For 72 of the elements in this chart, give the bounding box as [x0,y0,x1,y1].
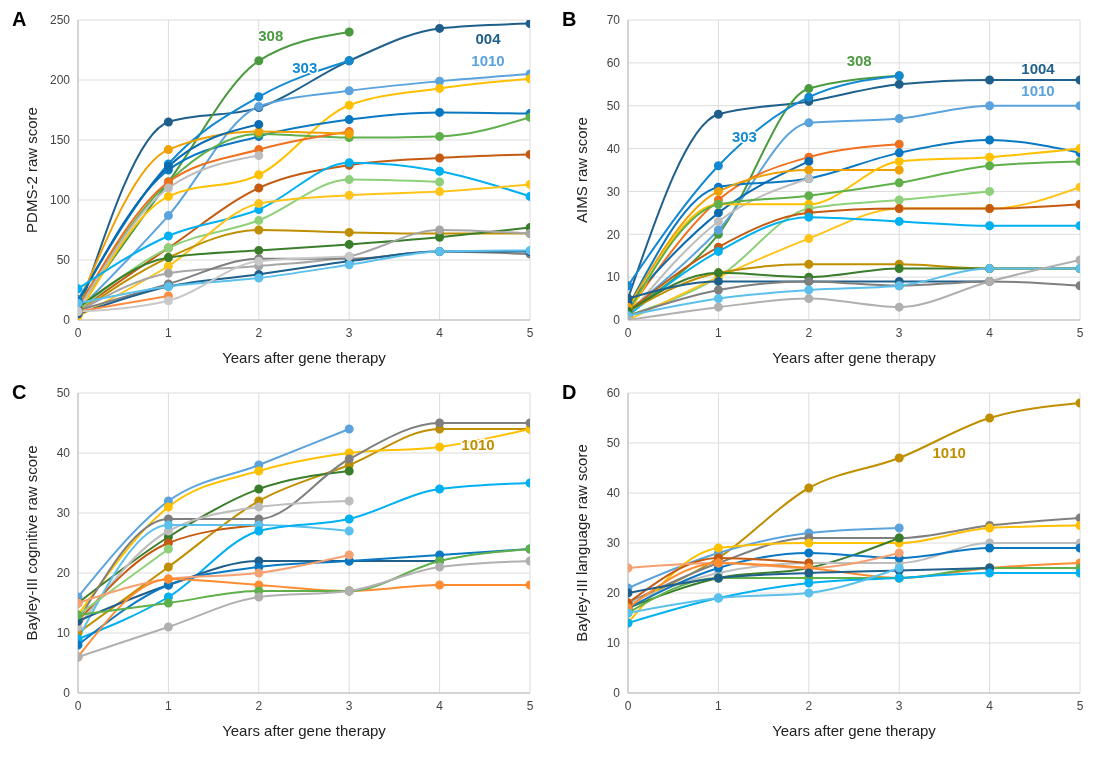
x-tick-label: 2 [805,325,813,340]
y-tick-label: 50 [606,98,621,113]
x-tick-label: 4 [986,698,994,713]
y-tick-label: 40 [56,446,71,461]
y-axis-title: PDMS-2 raw score [23,107,41,233]
series-label: 1010 [1021,81,1055,99]
x-tick-label: 3 [345,698,353,713]
x-tick-label: 4 [986,325,994,340]
y-tick-label: 0 [63,686,71,701]
x-tick-label: 4 [436,325,444,340]
y-tick-label: 20 [56,566,71,581]
x-tick-label: 2 [255,698,263,713]
x-axis-title: Years after gene therapy [772,722,937,739]
x-tick-label: 5 [1076,698,1084,713]
series-label: 1010 [461,435,495,453]
y-axis-title: Bayley-III cognitive raw score [23,445,41,641]
y-tick-label: 10 [606,270,621,285]
series-label: 308 [258,26,284,44]
y-tick-label: 50 [56,386,71,401]
x-tick-label: 0 [624,325,632,340]
y-tick-label: 100 [49,193,71,208]
chart-title: A [12,8,27,31]
x-tick-label: 5 [526,325,534,340]
series-label: 1010 [932,443,966,461]
series-label: 1010 [471,51,505,69]
series-label: 1004 [1021,59,1056,77]
y-tick-label: 10 [56,626,71,641]
x-tick-label: 1 [165,325,173,340]
y-tick-label: 50 [56,253,71,268]
x-tick-label: 5 [1076,325,1084,340]
x-tick-label: 5 [526,698,534,713]
y-tick-label: 0 [613,686,621,701]
y-tick-label: 30 [56,506,71,521]
series-label: 308 [846,51,872,69]
y-tick-label: 20 [606,227,621,242]
series-label: 004 [475,29,502,47]
y-tick-label: 50 [606,436,621,451]
x-tick-label: 0 [74,698,82,713]
y-tick-label: 250 [49,13,71,28]
x-axis-title: Years after gene therapy [222,722,387,739]
y-axis-title: AIMS raw score [573,117,591,223]
chart-title: B [562,8,577,31]
y-tick-label: 10 [606,636,621,651]
y-tick-label: 200 [49,73,71,88]
y-tick-label: 30 [606,184,621,199]
y-axis-title: Bayley-III language raw score [573,444,591,642]
x-axis-title: Years after gene therapy [772,349,937,366]
y-tick-label: 70 [606,13,621,28]
y-tick-label: 40 [606,486,621,501]
x-tick-label: 2 [255,325,263,340]
y-tick-label: 150 [49,133,71,148]
x-tick-label: 3 [345,325,353,340]
y-tick-label: 0 [63,313,71,328]
y-tick-label: 60 [606,386,621,401]
x-tick-label: 0 [74,325,82,340]
y-tick-label: 20 [606,586,621,601]
y-tick-label: 60 [606,56,621,71]
x-axis-title: Years after gene therapy [222,349,387,366]
x-tick-label: 1 [715,325,723,340]
y-tick-label: 30 [606,536,621,551]
x-tick-label: 0 [624,698,632,713]
series-label: 303 [292,58,318,76]
chart-title: D [562,381,577,404]
x-tick-label: 1 [165,698,173,713]
x-tick-label: 3 [895,698,903,713]
x-tick-label: 1 [715,698,723,713]
x-tick-label: 4 [436,698,444,713]
x-tick-label: 3 [895,325,903,340]
x-tick-label: 2 [805,698,813,713]
chart-title: C [12,381,27,404]
y-tick-label: 0 [613,313,621,328]
y-tick-label: 40 [606,141,621,156]
